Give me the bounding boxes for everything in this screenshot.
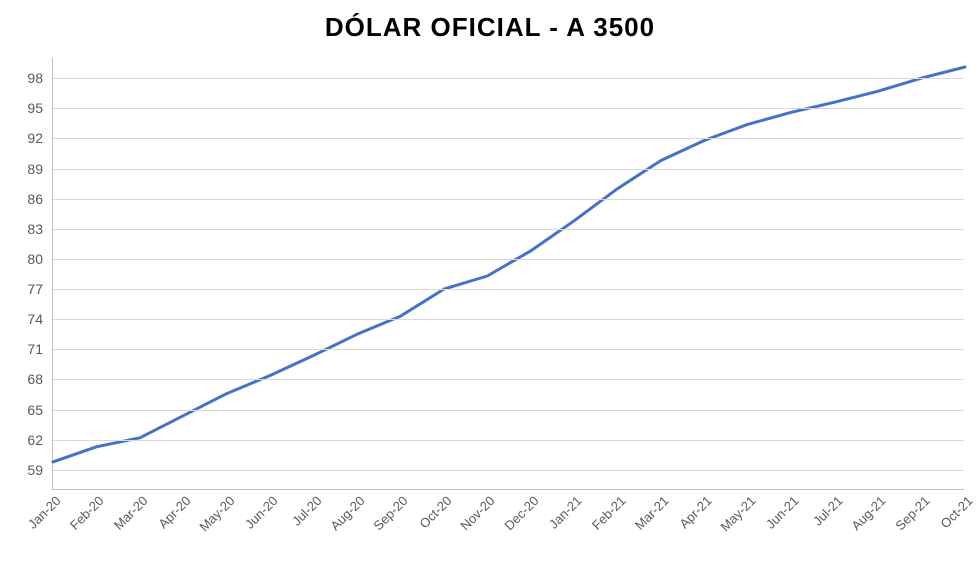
x-tick-label: Nov-20: [458, 493, 498, 533]
gridline: [53, 259, 964, 260]
gridline: [53, 319, 964, 320]
y-tick-label: 80: [27, 251, 43, 267]
gridline: [53, 138, 964, 139]
x-tick-label: Jun-21: [763, 493, 802, 532]
chart-title: DÓLAR OFICIAL - A 3500: [0, 12, 980, 43]
x-tick-label: Feb-21: [588, 493, 628, 533]
gridline: [53, 379, 964, 380]
x-tick-label: Dec-20: [501, 493, 541, 533]
series-line: [53, 67, 965, 462]
gridline: [53, 440, 964, 441]
x-tick-label: Sep-20: [371, 493, 411, 533]
gridline: [53, 229, 964, 230]
y-tick-label: 86: [27, 191, 43, 207]
y-tick-label: 98: [27, 70, 43, 86]
y-tick-label: 83: [27, 221, 43, 237]
y-tick-label: 77: [27, 281, 43, 297]
x-tick-label: Aug-20: [327, 493, 367, 533]
plot-area: 5962656871747780838689929598Jan-20Feb-20…: [52, 58, 964, 490]
x-tick-label: Sep-21: [892, 493, 932, 533]
y-tick-label: 71: [27, 341, 43, 357]
gridline: [53, 108, 964, 109]
x-tick-label: Mar-20: [111, 493, 151, 533]
x-tick-label: Jul-21: [810, 493, 846, 529]
gridline: [53, 169, 964, 170]
x-tick-label: Oct-21: [937, 493, 975, 531]
y-tick-label: 74: [27, 311, 43, 327]
y-tick-label: 68: [27, 371, 43, 387]
gridline: [53, 199, 964, 200]
gridline: [53, 349, 964, 350]
x-tick-label: Jan-21: [546, 493, 585, 532]
y-tick-label: 59: [27, 462, 43, 478]
x-tick-label: Apr-20: [156, 493, 194, 531]
y-tick-label: 89: [27, 161, 43, 177]
y-tick-label: 95: [27, 100, 43, 116]
x-tick-label: Aug-21: [848, 493, 888, 533]
x-tick-label: Feb-20: [67, 493, 107, 533]
gridline: [53, 289, 964, 290]
x-tick-label: May-21: [717, 493, 758, 534]
x-tick-label: Mar-21: [632, 493, 672, 533]
x-tick-label: Jan-20: [25, 493, 64, 532]
gridline: [53, 470, 964, 471]
gridline: [53, 410, 964, 411]
x-tick-label: Apr-21: [677, 493, 715, 531]
line-series: [53, 58, 965, 490]
y-tick-label: 62: [27, 432, 43, 448]
x-tick-label: Oct-20: [416, 493, 454, 531]
x-tick-label: Jun-20: [242, 493, 281, 532]
gridline: [53, 78, 964, 79]
x-tick-label: May-20: [196, 493, 237, 534]
chart-container: DÓLAR OFICIAL - A 3500 59626568717477808…: [0, 0, 980, 584]
y-tick-label: 65: [27, 402, 43, 418]
x-tick-label: Jul-20: [289, 493, 325, 529]
y-tick-label: 92: [27, 130, 43, 146]
